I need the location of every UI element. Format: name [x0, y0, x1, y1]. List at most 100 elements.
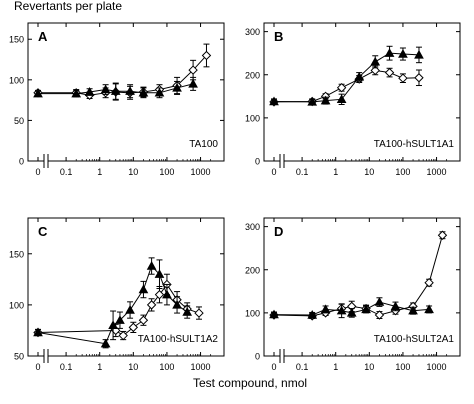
panel-c-y-tick-label: 150 — [9, 249, 24, 259]
panel-c-filled-triangle-point — [172, 299, 182, 309]
panel-b-x-tick-label: 1 — [333, 167, 338, 177]
panel-d-y-tick-label: 200 — [245, 265, 260, 275]
panel-a-x-tick-label: 0.1 — [60, 167, 73, 177]
panel-d: 0 100 200 300 0 0.1 1 10 100 1000 D TA100-hSULT2A1 — [245, 217, 461, 372]
panel-c-filled-triangle-point — [125, 304, 135, 314]
panel-b-open-diamond-line — [273, 69, 419, 103]
panel-b-letter: B — [274, 29, 283, 44]
panel-b-filled-triangle-point — [384, 48, 395, 57]
panel-b-y-tick-label: 100 — [245, 113, 260, 123]
panel-a-filled-triangle-line — [38, 83, 194, 95]
panel-a-axis-break-gap — [44, 154, 48, 168]
panel-c-open-diamond-point — [118, 330, 128, 341]
panel-d-x-tick-label: 0 — [271, 362, 276, 372]
panel-a-letter: A — [38, 29, 48, 44]
panel-a: 0 50 100 150 0 0.1 1 10 100 1000 A TA100 — [9, 22, 225, 177]
panel-c-axis-break-gap — [44, 349, 48, 363]
panel-c-x-tick-label: 1000 — [191, 362, 211, 372]
panel-d-filled-triangle-point — [424, 304, 434, 314]
panel-a-x-tick-label: 10 — [128, 167, 138, 177]
panel-c-y-tick-label: 100 — [9, 300, 24, 310]
panel-a-filled-triangle-point — [188, 78, 198, 88]
panel-c-open-diamond-point — [146, 300, 157, 310]
panel-c-letter: C — [38, 224, 48, 239]
panel-d-filled-triangle-point — [269, 309, 279, 319]
panel-d-x-tick-label: 1 — [333, 362, 338, 372]
panel-a-open-diamond-line — [38, 55, 207, 96]
panel-a-y-tick-label: 150 — [9, 35, 24, 45]
panel-b-open-diamond-point — [370, 65, 380, 76]
panel-c-x-tick-label: 100 — [159, 362, 174, 372]
panel-d-open-diamond-line — [273, 235, 443, 317]
panel-a-x-tick-label: 1000 — [191, 167, 211, 177]
panel-c-filled-triangle-point — [33, 327, 43, 337]
panel-c-filled-triangle-point — [162, 289, 172, 299]
panel-b-filled-triangle-point — [269, 96, 279, 106]
panel-a-open-diamond-point — [201, 50, 212, 61]
panel-b-open-diamond-point — [336, 82, 347, 93]
panel-d-y-tick-label: 100 — [245, 308, 260, 318]
panel-b: 0 100 200 300 0 0.1 1 10 100 1000 B TA100-hSULT1A1 — [245, 22, 461, 177]
panel-b-x-tick-label: 10 — [364, 167, 374, 177]
panel-c-filled-triangle-point — [115, 315, 125, 324]
panel-d-y-tick-label: 0 — [255, 352, 260, 362]
panel-b-open-diamond-point — [384, 67, 395, 78]
panel-c-x-tick-label: 10 — [128, 362, 138, 372]
panel-a-x-tick-label: 0 — [35, 167, 40, 177]
x-axis-title: Test compound, nmol — [193, 376, 307, 390]
y-axis-title: Revertants per plate — [14, 0, 122, 13]
panel-b-filled-triangle-line — [273, 52, 420, 103]
panel-b-x-tick-label: 1000 — [427, 167, 447, 177]
panel-c-strain-label: TA100-hSULT1A2 — [138, 334, 219, 345]
panel-a-filled-triangle-point — [110, 86, 121, 95]
panel-b-x-tick-label: 100 — [395, 167, 410, 177]
panel-d-filled-triangle-point — [336, 305, 347, 315]
panel-d-filled-triangle-point — [320, 304, 331, 314]
panel-b-open-diamond-point — [414, 73, 424, 83]
panel-d-x-tick-label: 100 — [395, 362, 410, 372]
panel-d-axis-break-gap — [280, 349, 284, 363]
panel-a-filled-triangle-point — [172, 82, 182, 92]
panel-a-filled-triangle-point — [138, 87, 149, 97]
panel-c-filled-triangle-point — [146, 261, 157, 270]
panel-c-filled-triangle-point — [182, 307, 193, 316]
panel-d-filled-triangle-point — [390, 301, 401, 311]
panel-c-x-tick-label: 0 — [35, 362, 40, 372]
panel-c-filled-triangle-point — [154, 269, 165, 278]
panel-d-filled-triangle-point — [374, 297, 385, 306]
panel-d-y-tick-label: 300 — [245, 222, 260, 232]
panel-a-filled-triangle-point — [100, 84, 111, 94]
panel-c-y-tick-label: 50 — [14, 352, 24, 362]
panel-d-filled-triangle-point — [346, 307, 357, 317]
panel-b-filled-triangle-point — [354, 71, 365, 81]
panel-c-open-diamond-point — [138, 315, 149, 325]
panel-b-filled-triangle-point — [370, 56, 381, 66]
panel-d-strain-label: TA100-hSULT2A1 — [374, 334, 455, 345]
panel-b-axis-break-gap — [280, 154, 284, 168]
panel-a-open-diamond-point — [188, 65, 198, 75]
panel-a-y-tick-label: 50 — [14, 116, 24, 126]
panel-a-x-tick-label: 1 — [97, 167, 102, 177]
panel-c-open-diamond-point — [194, 308, 204, 318]
panel-b-filled-triangle-point — [336, 94, 347, 104]
panel-d-letter: D — [274, 224, 283, 239]
panel-d-filled-triangle-line — [273, 301, 430, 316]
panel-b-filled-triangle-point — [398, 49, 408, 58]
panel-c: 50 100 150 0 0.1 1 10 100 1000 C TA100-hSULT1A2 — [9, 217, 225, 372]
panel-b-filled-triangle-point — [414, 49, 424, 59]
panel-d-x-tick-label: 1000 — [427, 362, 447, 372]
panel-a-y-tick-label: 100 — [9, 75, 24, 85]
panel-c-x-tick-label: 0.1 — [60, 362, 73, 372]
panel-d-x-tick-label: 10 — [364, 362, 374, 372]
panel-c-open-diamond-point — [154, 289, 165, 300]
panel-c-filled-triangle-point — [138, 284, 149, 294]
panel-d-open-diamond-point — [437, 230, 448, 240]
panel-c-filled-triangle-point — [108, 320, 118, 330]
panel-a-filled-triangle-point — [33, 88, 43, 98]
panel-d-filled-triangle-point — [408, 305, 418, 315]
panel-b-open-diamond-point — [398, 73, 408, 83]
panel-c-open-diamond-point — [128, 322, 139, 333]
panel-b-y-tick-label: 200 — [245, 70, 260, 80]
panel-d-filled-triangle-point — [361, 304, 371, 314]
